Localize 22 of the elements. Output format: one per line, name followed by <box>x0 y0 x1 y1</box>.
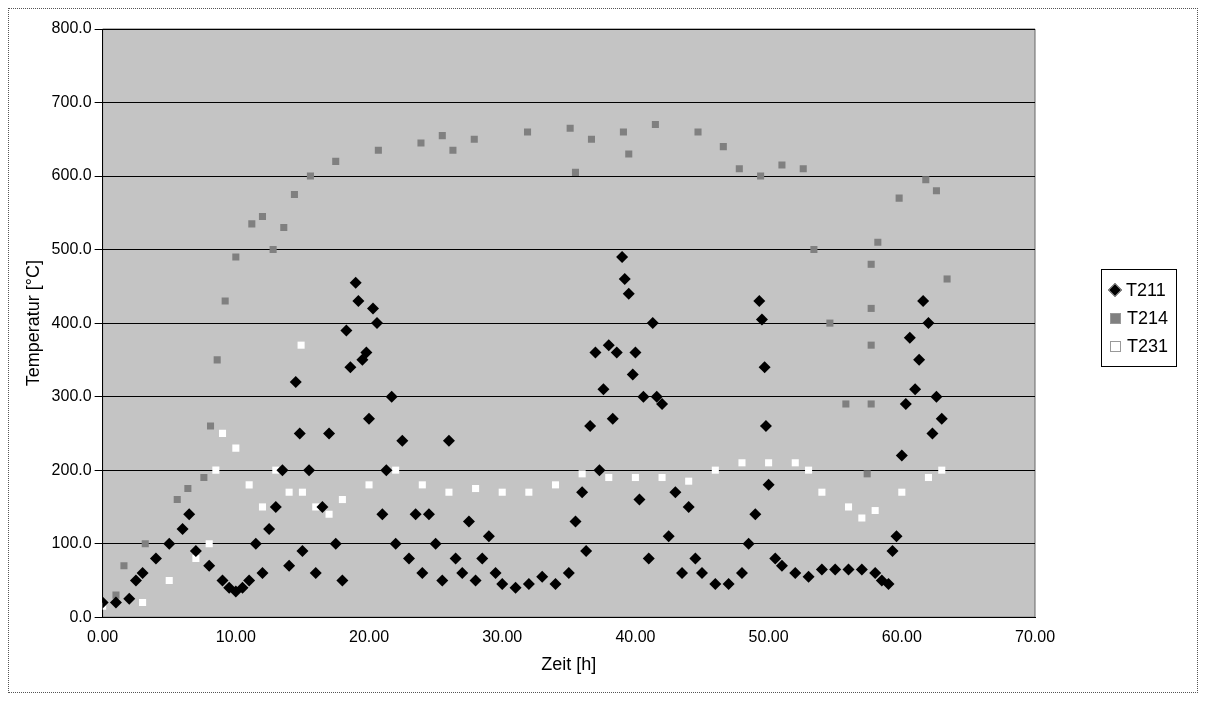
y-tick-label: 800.0 <box>51 19 92 37</box>
y-tick-label: 600.0 <box>51 166 92 184</box>
x-tick-label: 10.00 <box>215 628 256 646</box>
x-tick-label: 0.00 <box>87 628 119 646</box>
legend-label: T231 <box>1126 335 1168 358</box>
y-tick-label: 0.0 <box>69 607 92 625</box>
x-tick-label: 30.00 <box>482 628 523 646</box>
x-axis-title: Zeit [h] <box>541 654 597 675</box>
y-axis-title: Temperatur [°C] <box>22 259 43 387</box>
x-tick-label: 40.00 <box>615 628 656 646</box>
y-tick-label: 400.0 <box>51 313 92 331</box>
legend-label: T211 <box>1125 279 1166 302</box>
y-tick-label: 300.0 <box>51 387 92 405</box>
x-tick-label: 70.00 <box>1014 628 1056 646</box>
y-tick-label: 100.0 <box>51 534 92 552</box>
legend-label: T214 <box>1126 307 1168 330</box>
x-tick-label: 20.00 <box>349 628 390 646</box>
x-tick-label: 50.00 <box>748 628 789 646</box>
y-tick-label: 200.0 <box>51 460 92 478</box>
x-tick-label: 60.00 <box>881 628 922 646</box>
y-tick-label: 500.0 <box>51 239 92 257</box>
y-tick-label: 700.0 <box>51 92 92 110</box>
